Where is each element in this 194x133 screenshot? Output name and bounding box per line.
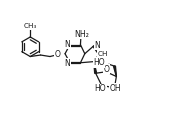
Text: O: O xyxy=(103,65,109,74)
Text: CH₃: CH₃ xyxy=(23,23,37,29)
Text: N: N xyxy=(64,59,70,68)
Polygon shape xyxy=(94,62,97,73)
Text: HO: HO xyxy=(95,84,106,93)
Text: N: N xyxy=(94,58,100,67)
Text: N: N xyxy=(64,40,70,49)
Text: O: O xyxy=(54,50,60,59)
Text: OH: OH xyxy=(110,84,121,93)
Polygon shape xyxy=(113,66,116,76)
Text: HO: HO xyxy=(94,58,105,67)
Text: CH: CH xyxy=(98,51,108,57)
Text: NH₂: NH₂ xyxy=(74,30,89,39)
Text: N: N xyxy=(94,41,100,50)
